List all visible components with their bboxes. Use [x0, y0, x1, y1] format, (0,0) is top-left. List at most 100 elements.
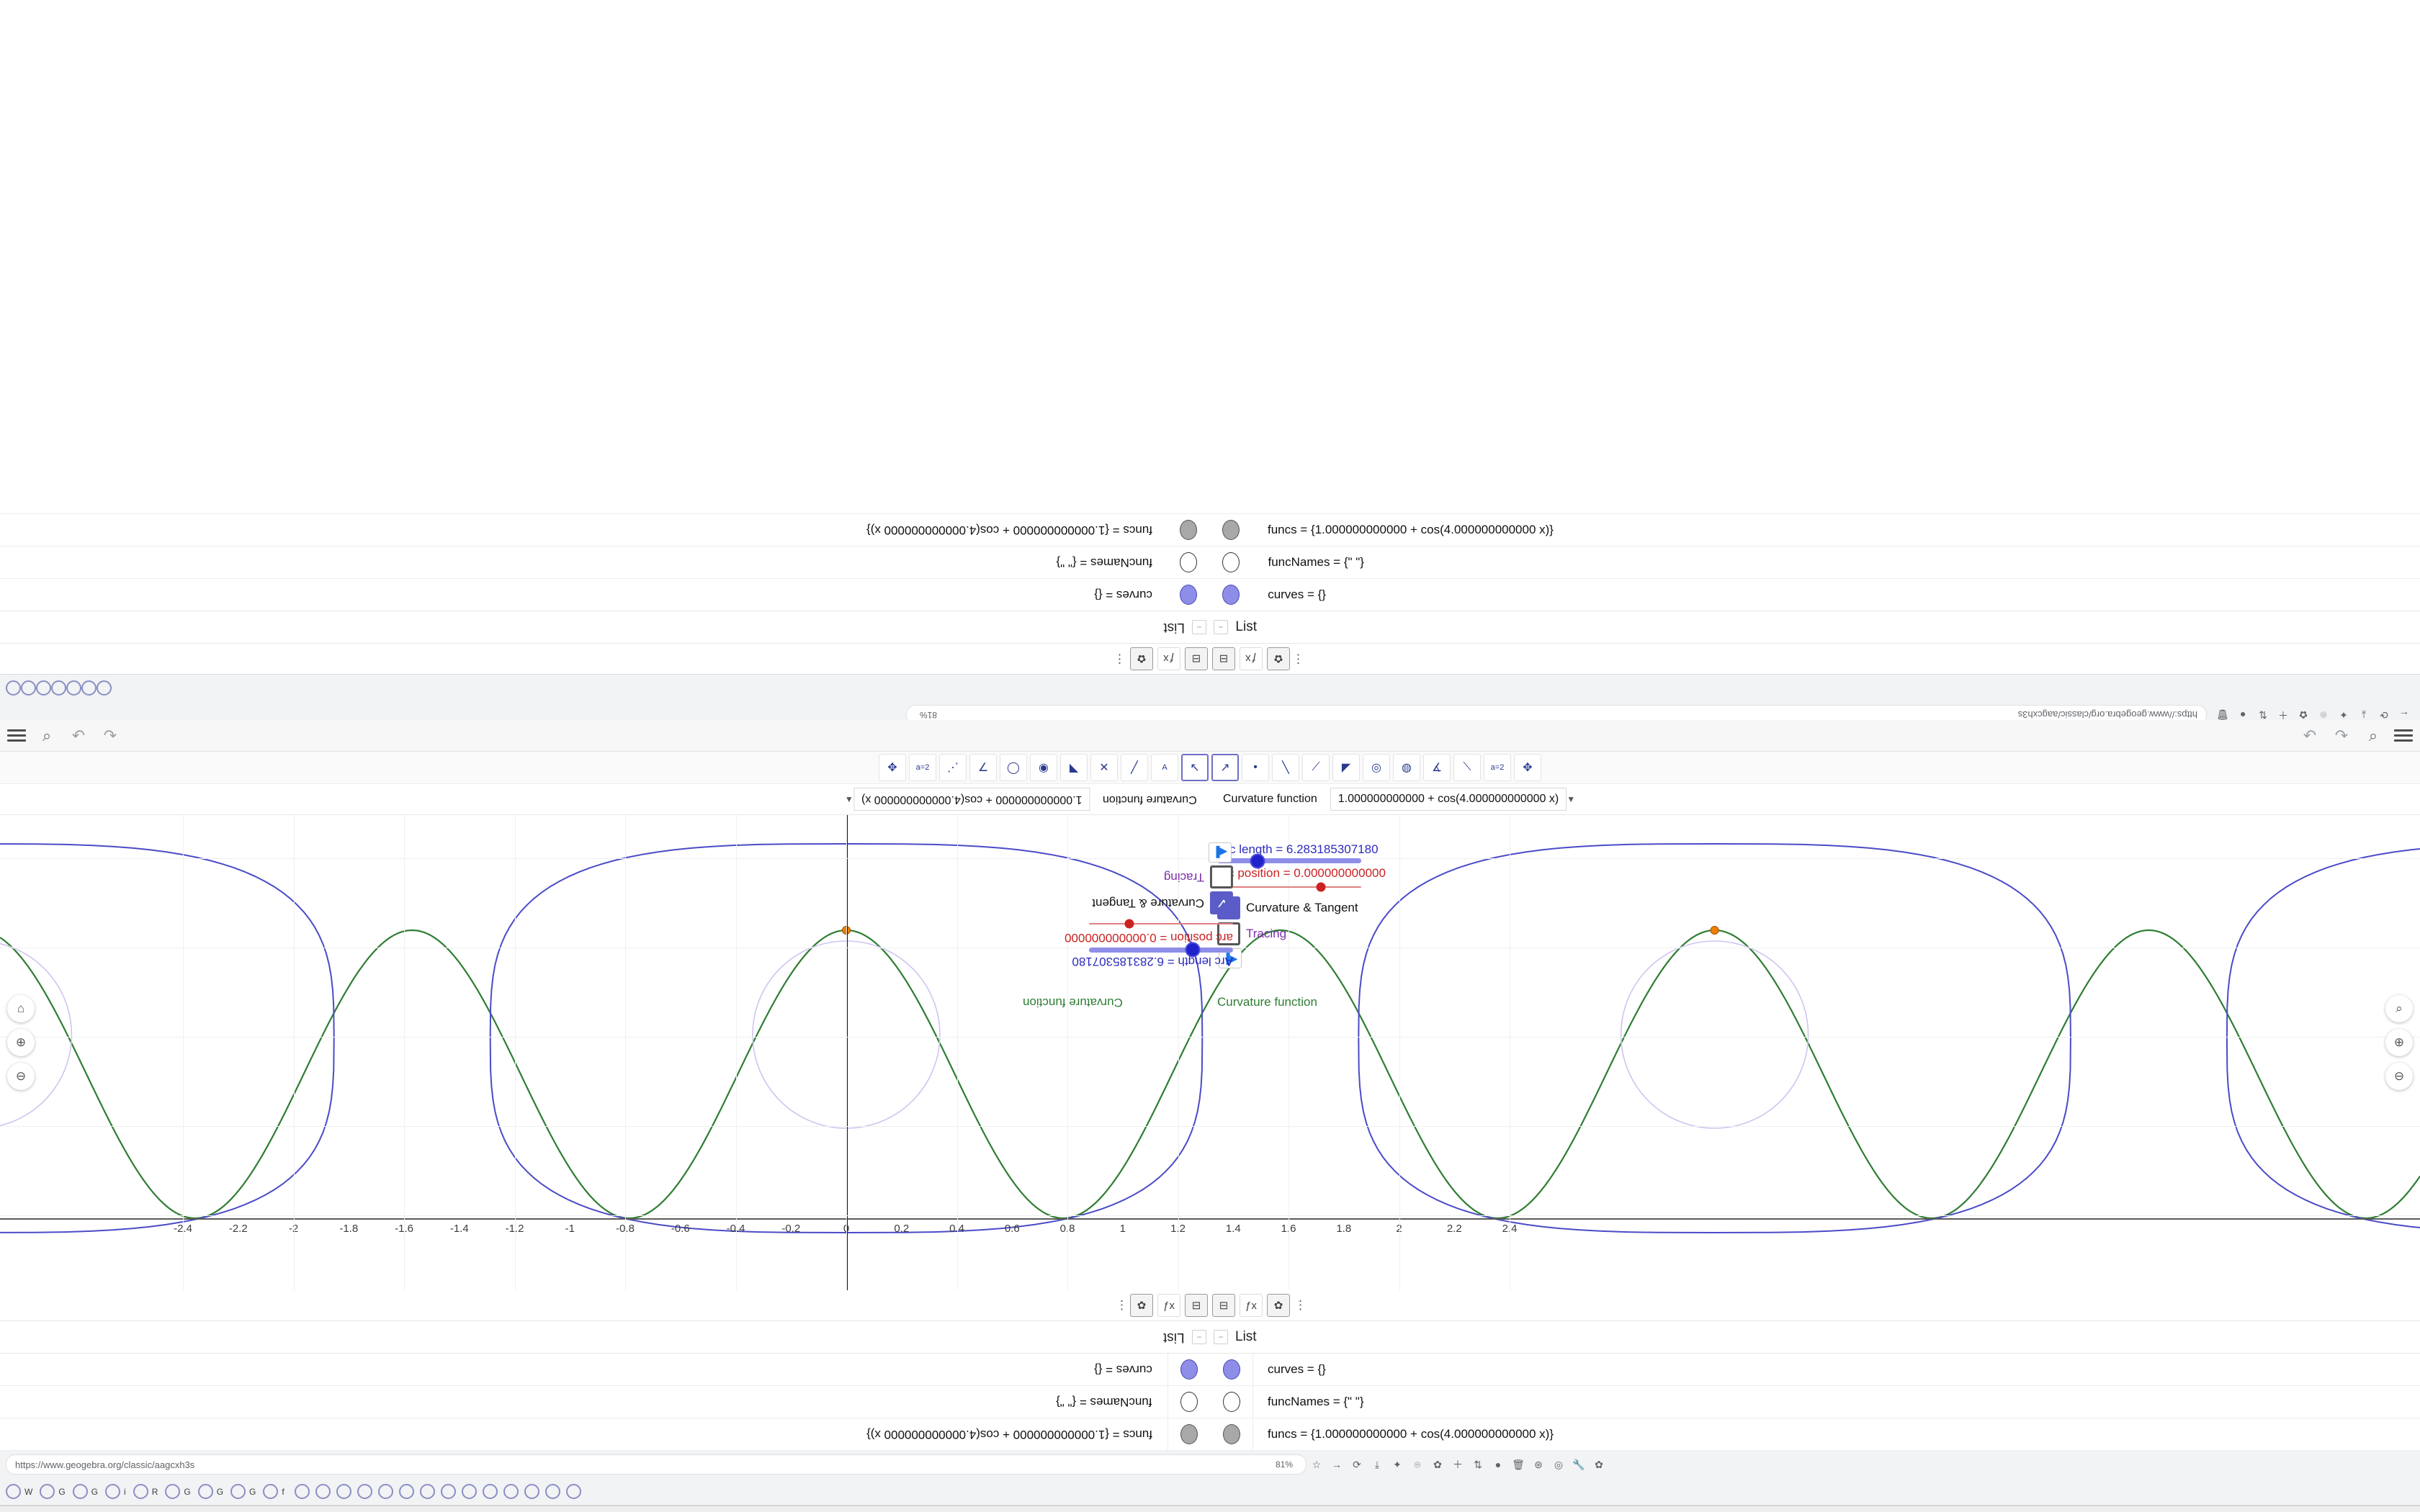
zoom-magnifier-button-right[interactable]: ⌕ [2385, 995, 2413, 1022]
table-row[interactable]: curves = {} curves = {} [0, 1354, 2420, 1386]
settings-gear-button-2[interactable]: ✿ [1267, 1294, 1290, 1317]
settings-gear-button[interactable]: ✿ [1130, 1294, 1153, 1317]
perpendicular-line-tool[interactable]: ⟋ [1302, 754, 1330, 781]
arc-length-slider[interactable]: Arc length = 6.283185307180 [1217, 842, 1379, 868]
forward-icon[interactable]: → [1332, 1459, 1342, 1470]
more-options-dots-2-mirror[interactable]: ⋮ [1113, 652, 1126, 666]
zoom-in-button[interactable]: ⊕ [7, 1029, 35, 1056]
bookmark-item[interactable]: G [230, 1484, 256, 1499]
bookmark-icon-mirror[interactable] [21, 680, 36, 696]
arc-length-track[interactable] [1217, 853, 1361, 868]
bookmark-icon-mirror[interactable] [97, 680, 112, 696]
redo-icon-right[interactable]: ↷ [2334, 726, 2349, 744]
angle-measure-tool[interactable]: ∡ [1423, 754, 1451, 781]
bookmark-item[interactable]: i [105, 1484, 126, 1499]
function-expression[interactable]: 1.000000000000 + cos(4.000000000000 x) [1330, 788, 1567, 811]
bookmark-favicon-icon[interactable] [377, 1484, 393, 1499]
bookmark-icon-mirror[interactable] [81, 680, 97, 696]
triangle-tool[interactable]: ◤ [1332, 754, 1360, 781]
arc-length-slider-m[interactable]: Arc length = 6.283185307180 [1072, 942, 1233, 968]
move-tool[interactable]: ✥ [879, 754, 906, 781]
visibility-toggle[interactable] [1222, 1392, 1240, 1412]
bookmark-item[interactable]: f [263, 1484, 284, 1499]
bookmark-star-icon[interactable]: ☆ [1312, 1458, 1322, 1470]
dropdown-caret-left-icon[interactable]: ▼ [844, 794, 853, 804]
bookmark-item[interactable]: G [72, 1484, 98, 1499]
slider-tool[interactable]: a=2 [909, 754, 936, 781]
visibility-toggle[interactable] [1180, 520, 1198, 540]
function-button-mirror[interactable]: ƒx [1157, 647, 1180, 670]
minimize-button-m[interactable]: − [1214, 620, 1228, 634]
extensions-icon[interactable]: ✦ [1393, 1458, 1402, 1470]
bookmark-favicon-icon[interactable] [482, 1484, 498, 1499]
curvature-tangent-checkbox-m[interactable]: ✓ Curvature & Tangent [1092, 891, 1233, 914]
arc-position-slider[interactable]: arc position = 0.000000000000 [1217, 866, 1386, 892]
gear-icon[interactable]: ✿ [1433, 1458, 1442, 1470]
table-row[interactable]: funcNames = {" "} funcNames = {" "} [0, 1386, 2420, 1418]
slider-b-tool[interactable]: a=2 [1484, 754, 1511, 781]
minimize-button-m2[interactable]: − [1192, 620, 1206, 634]
menu-icon[interactable] [7, 729, 26, 742]
settings-icon[interactable]: ✿ [1595, 1458, 1603, 1470]
bookmark-icon-mirror[interactable] [36, 680, 51, 696]
arc-position-knob-m[interactable] [1124, 919, 1134, 929]
tree-view-button-2[interactable]: ⊟ [1212, 1294, 1235, 1317]
polygon-tool[interactable]: ◣ [1060, 754, 1088, 781]
conic-tool[interactable]: ◍ [1393, 754, 1420, 781]
dropdown-caret-right-icon[interactable]: ▼ [1567, 794, 1576, 804]
control-widget-mirror[interactable]: Arc length = 6.283185307180 arc position… [1065, 842, 1233, 968]
wrench-icon[interactable]: 🔧 [1572, 1458, 1585, 1470]
minimize-button-mirror[interactable]: − [1192, 1330, 1206, 1344]
table-row[interactable]: funcs = {1.000000000000 + cos(4.00000000… [0, 1418, 2420, 1451]
bookmark-item[interactable]: W [6, 1484, 32, 1499]
search-icon[interactable]: ⌕ [42, 726, 52, 744]
algebra-row-mirror[interactable]: funcNames = {" "} funcNames = {" "} [0, 546, 2420, 578]
play-to-start-button[interactable]: ◀▌ [1208, 842, 1232, 863]
visibility-toggle[interactable] [1222, 520, 1240, 540]
minimize-button[interactable]: − [1214, 1330, 1228, 1344]
visibility-toggle[interactable] [1180, 1359, 1198, 1380]
bookmark-item[interactable]: G [40, 1484, 66, 1499]
arc-position-track-m[interactable] [1088, 919, 1233, 929]
more-options-dots[interactable]: ⋮ [1116, 1298, 1128, 1312]
bookmark-icon-mirror[interactable] [6, 680, 21, 696]
bookmark-favicon-icon[interactable] [398, 1484, 414, 1499]
bookmark-favicon-icon[interactable] [503, 1484, 519, 1499]
visibility-toggle[interactable] [1180, 1392, 1198, 1412]
curvature-tangent-checkbox[interactable]: ✓ Curvature & Tangent [1217, 896, 1358, 919]
checkbox-checked-icon-m[interactable]: ✓ [1209, 891, 1233, 914]
visibility-toggle[interactable] [1222, 552, 1240, 572]
point-tool[interactable]: • [1242, 754, 1269, 781]
add-icon[interactable]: ＋ [1453, 1459, 1463, 1470]
address-bar[interactable]: https://www.geogebra.org/classic/aagcxh3… [6, 1454, 1307, 1475]
download-icon[interactable]: ⤓ [1374, 1458, 1380, 1470]
bookmark-favicon-icon[interactable] [419, 1484, 435, 1499]
home-button[interactable]: ⌂ [7, 995, 35, 1022]
bookmark-favicon-icon[interactable] [357, 1484, 372, 1499]
algebra-row-mirror[interactable]: curves = {} curves = {} [0, 578, 2420, 611]
arc-length-knob[interactable] [1250, 853, 1265, 868]
arc-length-knob-m[interactable] [1185, 942, 1201, 958]
segment-tool[interactable]: ╲ [1272, 754, 1299, 781]
sync-icon[interactable]: ⇅ [1474, 1458, 1482, 1470]
bookmark-icon-mirror[interactable] [51, 680, 66, 696]
zoom-out-button-right[interactable]: ⊖ [2385, 1063, 2413, 1090]
visibility-toggle[interactable] [1180, 552, 1198, 572]
function-strip[interactable]: ▼ 1.000000000000 + cos(4.000000000000 x)… [0, 784, 2420, 815]
zoom-out-button[interactable]: ⊖ [7, 1063, 35, 1090]
search-icon-right[interactable]: ⌕ [2368, 726, 2378, 744]
widget-nav-buttons-m[interactable]: ◀▌ [1208, 842, 1232, 863]
redo-icon[interactable]: ↷ [103, 726, 117, 744]
text-tool[interactable]: A [1151, 754, 1178, 781]
trash-icon[interactable]: 🗑 [1512, 1458, 1525, 1470]
arc-length-track-m[interactable] [1088, 942, 1233, 958]
move-graphics-view-tool[interactable]: ↖ [1181, 754, 1209, 781]
visibility-toggle[interactable] [1180, 585, 1198, 605]
algebra-row-mirror[interactable]: funcs = {1.000000000000 + cos(4.00000000… [0, 513, 2420, 546]
visibility-toggle[interactable] [1180, 1424, 1198, 1444]
arc-position-track[interactable] [1217, 882, 1361, 892]
intersect-tool[interactable]: ✕ [1090, 754, 1118, 781]
bookmark-favicon-icon[interactable] [524, 1484, 539, 1499]
menu-icon-right[interactable] [2394, 729, 2413, 742]
circle-tool[interactable]: ◎ [1363, 754, 1390, 781]
